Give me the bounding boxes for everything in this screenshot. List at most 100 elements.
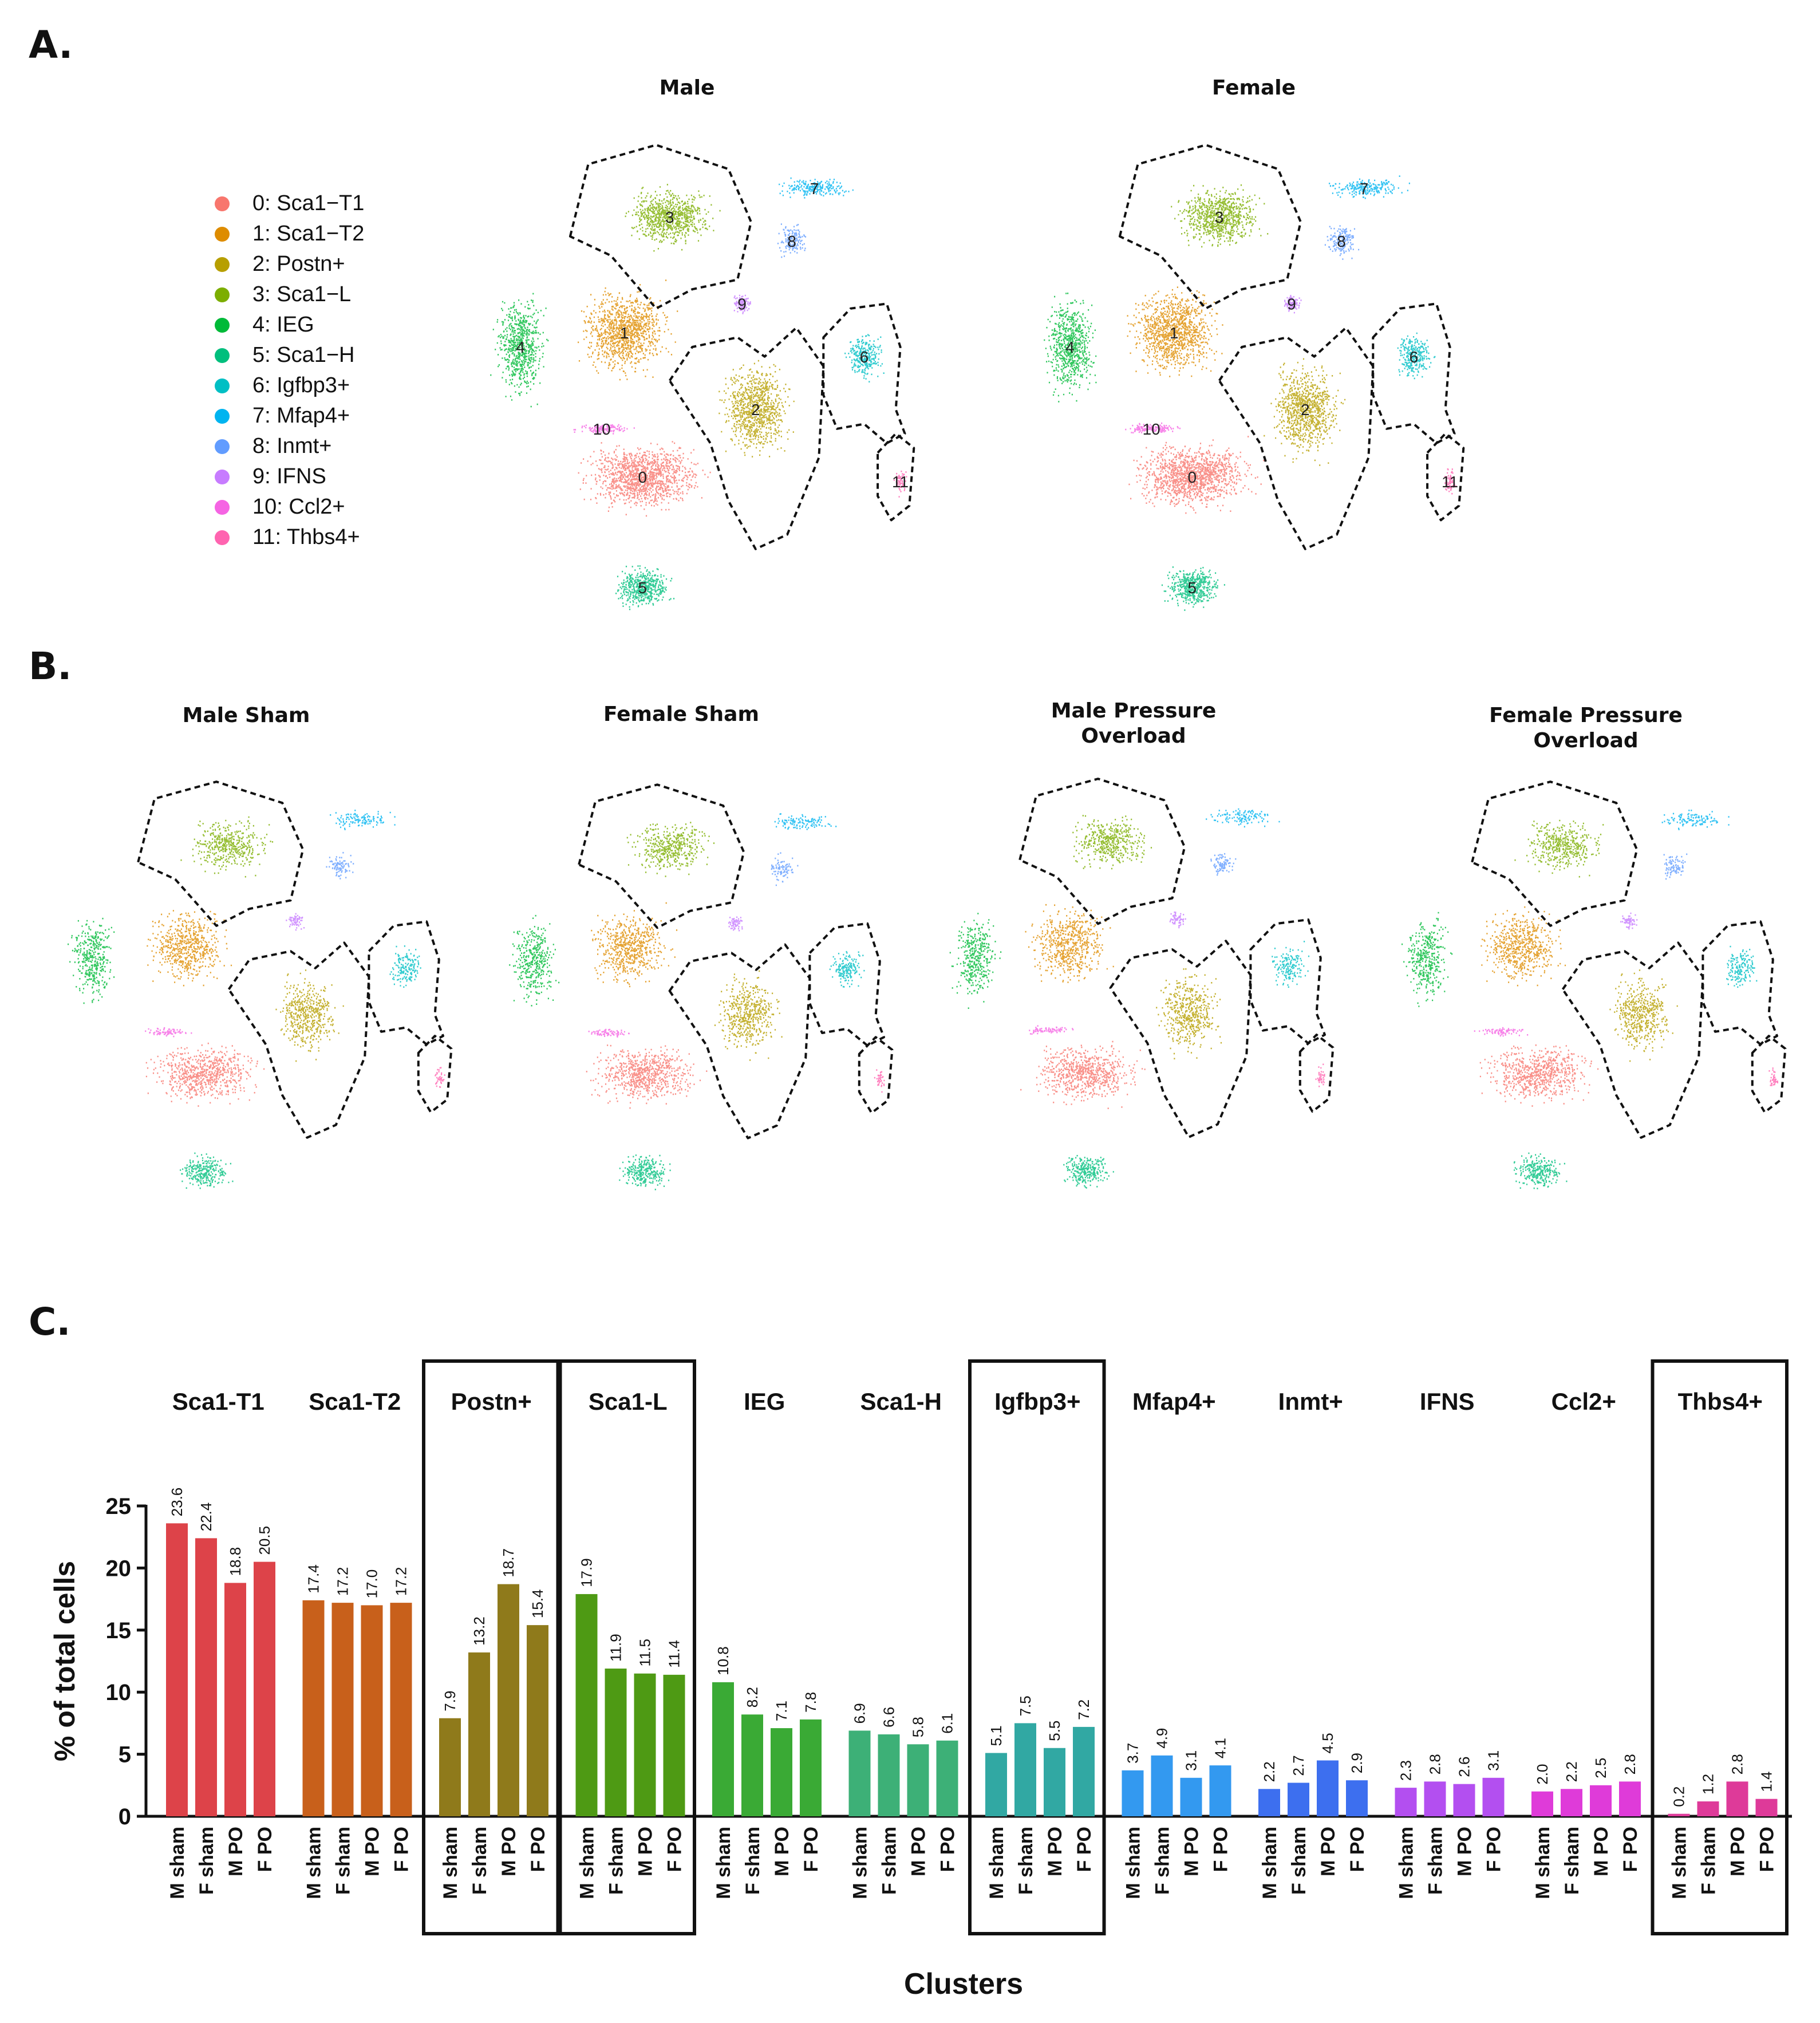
cluster-outline: [668, 326, 825, 550]
cluster-points: [829, 951, 865, 988]
cluster-points: [1127, 286, 1223, 377]
bar-value-label: 3.7: [1124, 1743, 1142, 1764]
cluster-points: [591, 902, 678, 988]
bar-value-label: 8.2: [744, 1687, 761, 1707]
x-tick-label: F PO: [391, 1827, 413, 1872]
cluster-points: [1029, 1025, 1074, 1035]
cluster-number: 7: [810, 180, 819, 198]
legend-label: 6: Igfbp3+: [252, 373, 350, 397]
legend-label: 8: Inmt+: [252, 434, 332, 458]
cluster-points: [1481, 906, 1566, 987]
legend-item: 11: Thbs4+: [215, 525, 360, 550]
bar: [439, 1718, 461, 1816]
cluster-number: 2: [1301, 401, 1310, 419]
umap-title-female: Female: [1211, 76, 1296, 100]
bar: [527, 1625, 548, 1816]
cluster-points: [1514, 819, 1604, 878]
bar-value-label: 17.4: [305, 1564, 322, 1594]
bar-value-label: 11.9: [607, 1634, 625, 1662]
legend-item: 10: Ccl2+: [215, 495, 345, 519]
cluster-outline: [1372, 302, 1456, 444]
cluster-points: [1768, 1067, 1779, 1086]
cluster-number: 3: [665, 208, 674, 226]
cluster-points: [180, 1152, 234, 1189]
bar: [166, 1523, 188, 1816]
cluster-number: 8: [1337, 232, 1346, 250]
group-title: IFNS: [1420, 1388, 1475, 1415]
bar-value-label: 2.9: [1348, 1753, 1365, 1773]
x-tick-label: M PO: [1590, 1827, 1612, 1876]
group-title: Igfbp3+: [994, 1388, 1081, 1415]
cluster-points: [1284, 295, 1302, 314]
umap-female-po: [1401, 780, 1787, 1189]
bar-value-label: 17.0: [364, 1569, 381, 1599]
bar: [195, 1538, 217, 1816]
cluster-points: [1063, 1155, 1114, 1189]
bar: [390, 1603, 412, 1816]
group-title: Sca1-L: [589, 1388, 668, 1415]
umap-title-female-po: Female Pressure Overload: [1489, 704, 1683, 752]
legend-label: 1: Sca1−T2: [252, 222, 365, 246]
cluster-points: [733, 294, 751, 314]
bar: [468, 1652, 490, 1816]
x-tick-label: M sham: [303, 1827, 325, 1899]
x-tick-label: F sham: [1152, 1827, 1174, 1895]
group-title: Thbs4+: [1678, 1388, 1763, 1415]
x-tick-label: M sham: [167, 1827, 188, 1899]
cluster-points: [771, 852, 799, 886]
y-tick-label: 15: [106, 1618, 132, 1643]
bar-value-label: 5.5: [1046, 1721, 1063, 1741]
legend-label: 9: IFNS: [252, 464, 326, 488]
bar-value-label: 4.1: [1212, 1738, 1229, 1758]
group-title: Sca1-H: [860, 1388, 942, 1415]
bar: [1317, 1760, 1339, 1816]
umap-title-male: Male: [659, 76, 715, 100]
bar-value-label: 17.2: [334, 1567, 352, 1596]
legend-item: 4: IEG: [215, 313, 314, 337]
bar-value-label: 11.4: [666, 1640, 683, 1668]
cluster-points: [1315, 1063, 1325, 1087]
cluster-points: [1726, 945, 1758, 988]
cluster-points: [435, 1067, 445, 1088]
cluster-points: [1210, 853, 1237, 876]
x-tick-label: F PO: [664, 1827, 686, 1872]
x-tick-label: F PO: [937, 1827, 959, 1872]
cluster-points: [286, 913, 305, 931]
legend-label: 5: Sca1−H: [252, 343, 355, 367]
x-tick-label: F PO: [254, 1827, 276, 1872]
cluster-number: 0: [1188, 468, 1197, 486]
bar: [1288, 1783, 1309, 1816]
bar: [712, 1682, 734, 1816]
cluster-points: [1324, 225, 1360, 260]
x-tick-label: M PO: [1727, 1827, 1749, 1876]
cluster-points: [1513, 1152, 1568, 1189]
legend-swatch: [215, 226, 230, 242]
bar: [224, 1583, 246, 1816]
cluster-points: [714, 970, 783, 1061]
group-title: Sca1-T2: [309, 1388, 401, 1415]
cluster-points: [509, 914, 560, 1007]
bar: [498, 1584, 519, 1816]
x-tick-label: F sham: [1561, 1827, 1583, 1895]
cluster-outline: [1118, 144, 1302, 310]
group-title: IEG: [744, 1388, 785, 1415]
legend-swatch: [215, 257, 230, 272]
bar-value-label: 3.1: [1485, 1750, 1502, 1771]
x-axis-label: Clusters: [904, 1967, 1023, 2001]
x-tick-label: F sham: [196, 1827, 218, 1895]
cluster-points: [777, 223, 807, 258]
bar: [907, 1744, 929, 1816]
bar-value-label: 23.6: [168, 1488, 185, 1517]
legend-item: 6: Igfbp3+: [215, 373, 350, 398]
cluster-points: [1264, 358, 1346, 466]
cluster-points: [1479, 1044, 1599, 1107]
x-tick-label: M PO: [1044, 1827, 1066, 1876]
bar: [1180, 1777, 1202, 1816]
umap-title-male-sham: Male Sham: [182, 704, 310, 727]
bar-value-label: 3.1: [1183, 1750, 1200, 1771]
bar: [741, 1714, 763, 1816]
x-tick-label: F PO: [1483, 1827, 1505, 1872]
cluster-points: [1020, 1040, 1146, 1109]
bar: [1453, 1784, 1475, 1816]
